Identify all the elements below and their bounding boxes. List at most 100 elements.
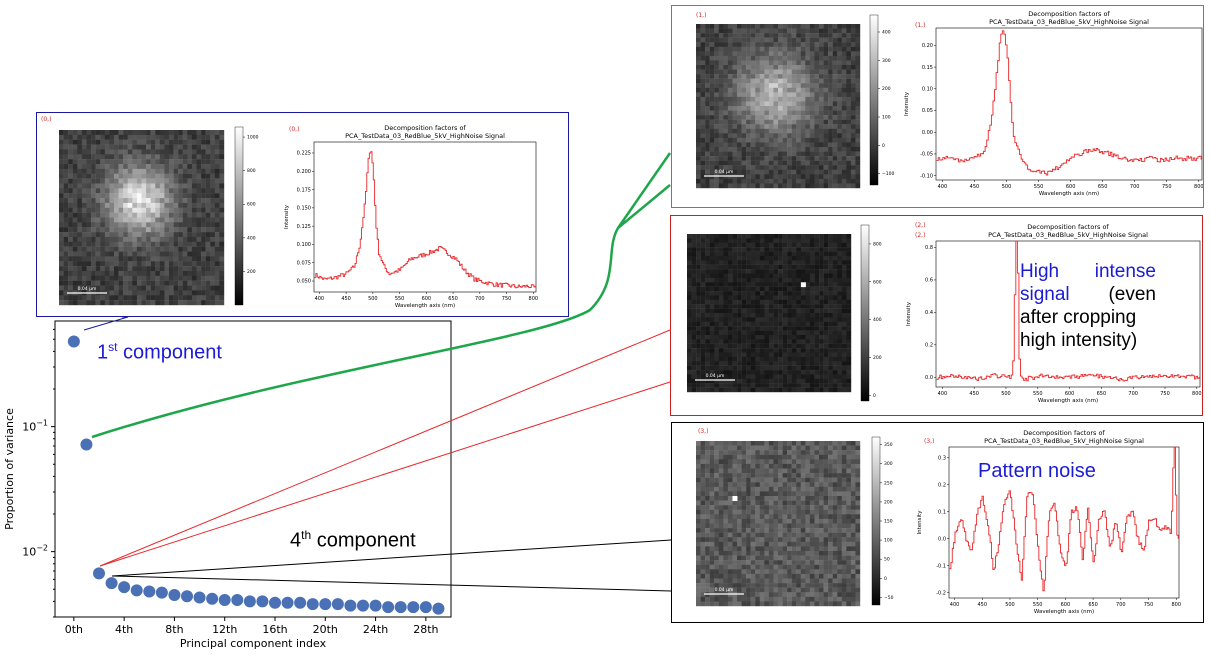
factor-image bbox=[696, 24, 861, 189]
factor-panel-3: (3,) (3,) 0.04 µm 350 300 250 200 150 100 50 0 −50 D… bbox=[671, 422, 1204, 623]
plot-x-tick-label: 700 bbox=[1116, 602, 1126, 608]
plot-x-tick-label: 500 bbox=[1001, 391, 1011, 397]
scree-point bbox=[432, 602, 445, 615]
plot-index-label: (1,) bbox=[915, 22, 925, 29]
colorbar-tick-label: 350 bbox=[884, 442, 893, 448]
plot-x-tick-label: 700 bbox=[1128, 391, 1138, 397]
plot-x-tick-label: 650 bbox=[1097, 391, 1107, 397]
plot-title-line2: PCA_TestData_03_RedBlue_5kV_HighNoise Si… bbox=[989, 18, 1149, 26]
scree-point bbox=[118, 581, 131, 594]
scree-point bbox=[105, 577, 118, 590]
colorbar-tick-label: −50 bbox=[884, 595, 894, 601]
signal-line bbox=[936, 30, 1202, 176]
plot-title-line1: Decomposition factors of bbox=[384, 124, 466, 132]
scree-point bbox=[294, 596, 307, 609]
plot-y-tick-label: 0.2 bbox=[925, 343, 933, 349]
colorbar-tick-label: 0 bbox=[873, 393, 876, 399]
plot-y-tick-label: 0.0 bbox=[925, 375, 933, 381]
colorbar-tick-label: −100 bbox=[882, 171, 894, 177]
colorbar-tick-label: 250 bbox=[884, 480, 893, 486]
colorbar-tick-label: 600 bbox=[873, 279, 882, 285]
scree-point bbox=[394, 601, 407, 614]
scree-point bbox=[80, 438, 93, 451]
colorbar-tick-label: 100 bbox=[882, 115, 891, 121]
plot-x-tick-label: 600 bbox=[1066, 184, 1076, 190]
y-tick-label: 10−2 bbox=[22, 544, 48, 559]
scale-bar-label: 0.04 µm bbox=[706, 373, 725, 379]
scree-point bbox=[382, 601, 395, 614]
plot-x-tick-label: 450 bbox=[969, 391, 979, 397]
plot-y-tick-label: 0.10 bbox=[922, 87, 933, 93]
plot-x-tick-label: 800 bbox=[1194, 184, 1203, 190]
scree-point bbox=[206, 592, 219, 605]
plot-y-tick-label: 0.0 bbox=[938, 536, 946, 542]
x-tick-label: 8th bbox=[165, 623, 183, 636]
scree-plot: 0th 4th 8th 12th 16th 20th 24th 28th 10−1 10−2 Pri… bbox=[3, 320, 452, 650]
colorbar-tick-label: 0 bbox=[884, 576, 887, 582]
plot-y-tick-label: -0.1 bbox=[936, 563, 946, 569]
image-index-label: (3,) bbox=[698, 428, 708, 435]
plot-x-tick-label: 700 bbox=[1130, 184, 1140, 190]
scree-point bbox=[181, 590, 193, 603]
scree-point bbox=[331, 598, 344, 611]
hot-pixel bbox=[732, 496, 738, 502]
plot-y-axis-label: Intensity bbox=[904, 91, 910, 116]
colorbar-tick-label: 100 bbox=[884, 538, 893, 544]
plot-x-tick-label: 450 bbox=[977, 602, 987, 608]
x-tick-label: 28th bbox=[413, 623, 438, 636]
scree-point bbox=[407, 601, 420, 614]
image-index-label: (2,) bbox=[915, 222, 925, 229]
y-axis-label: Proportion of variance bbox=[3, 408, 16, 530]
scree-point bbox=[281, 596, 294, 609]
scree-point bbox=[143, 585, 156, 598]
plot-title-line2: PCA_TestData_03_RedBlue_5kV_HighNoise Si… bbox=[984, 437, 1144, 445]
plot-x-tick-label: 500 bbox=[1005, 602, 1015, 608]
scree-point bbox=[67, 335, 80, 348]
plot-y-tick-label: 0.3 bbox=[938, 455, 946, 461]
factor-panel-2: (2,) (2,) 0.04 µm 800 600 400 200 0 Decompositio… bbox=[670, 215, 1203, 416]
plot-x-tick-label: 400 bbox=[938, 184, 948, 190]
plot-x-tick-label: 550 bbox=[1033, 602, 1043, 608]
high-intense-signal-label: High intense signal (even after cropping h… bbox=[1020, 261, 1156, 351]
plot-y-tick-label: 0.20 bbox=[922, 43, 933, 49]
plot-y-tick-label: 0.1 bbox=[938, 509, 946, 515]
colorbar bbox=[860, 224, 870, 402]
colorbar-tick-label: 300 bbox=[884, 461, 893, 467]
plot-x-tick-label: 650 bbox=[1088, 602, 1098, 608]
x-tick-label: 0th bbox=[65, 623, 83, 636]
scree-point bbox=[369, 599, 382, 612]
plot-x-tick-label: 800 bbox=[529, 296, 539, 302]
plot-y-tick-label: -0.05 bbox=[920, 152, 933, 158]
plot-x-tick-label: 750 bbox=[1160, 391, 1170, 397]
plot-y-axis-label: Intensity bbox=[906, 301, 912, 326]
scree-point bbox=[344, 599, 357, 612]
fourth-component-label: 4th component bbox=[290, 528, 416, 552]
colorbar bbox=[869, 14, 879, 186]
plot-x-axis-label: Wavelength axis (nm) bbox=[1034, 609, 1094, 615]
plot-title-line1: Decomposition factors of bbox=[1027, 223, 1109, 231]
colorbar-tick-label: 200 bbox=[873, 355, 882, 361]
x-axis-label: Principal component index bbox=[180, 637, 327, 650]
scree-point bbox=[319, 598, 332, 611]
colorbar-tick-label: 200 bbox=[882, 86, 891, 92]
x-tick-label: 20th bbox=[313, 623, 338, 636]
plot-x-tick-label: 450 bbox=[970, 184, 980, 190]
plot-y-tick-label: -0.2 bbox=[936, 590, 946, 596]
colorbar-tick-label: 0 bbox=[882, 143, 885, 149]
colorbar-tick-label: 800 bbox=[873, 241, 882, 247]
plot-x-tick-label: 550 bbox=[1034, 184, 1044, 190]
factor-image bbox=[696, 441, 861, 607]
plot-x-tick-label: 800 bbox=[1192, 391, 1202, 397]
plot-title-line1: Decomposition factors of bbox=[1023, 429, 1105, 437]
connector-panel1-a bbox=[617, 184, 671, 229]
plot-x-tick-label: 550 bbox=[1033, 391, 1043, 397]
colorbar-tick-label: 300 bbox=[882, 58, 891, 64]
panel-svg: (3,)(3,)0.04 µm350300250200150100500−50D… bbox=[696, 428, 1181, 615]
factor-image bbox=[687, 234, 852, 393]
plot-x-axis-label: Wavelength axis (nm) bbox=[1039, 191, 1099, 197]
plot-index-label: (3,) bbox=[924, 438, 934, 445]
plot-x-tick-label: 400 bbox=[950, 602, 960, 608]
scree-point bbox=[357, 599, 369, 612]
scree-point bbox=[269, 596, 281, 609]
scree-point bbox=[93, 567, 105, 580]
